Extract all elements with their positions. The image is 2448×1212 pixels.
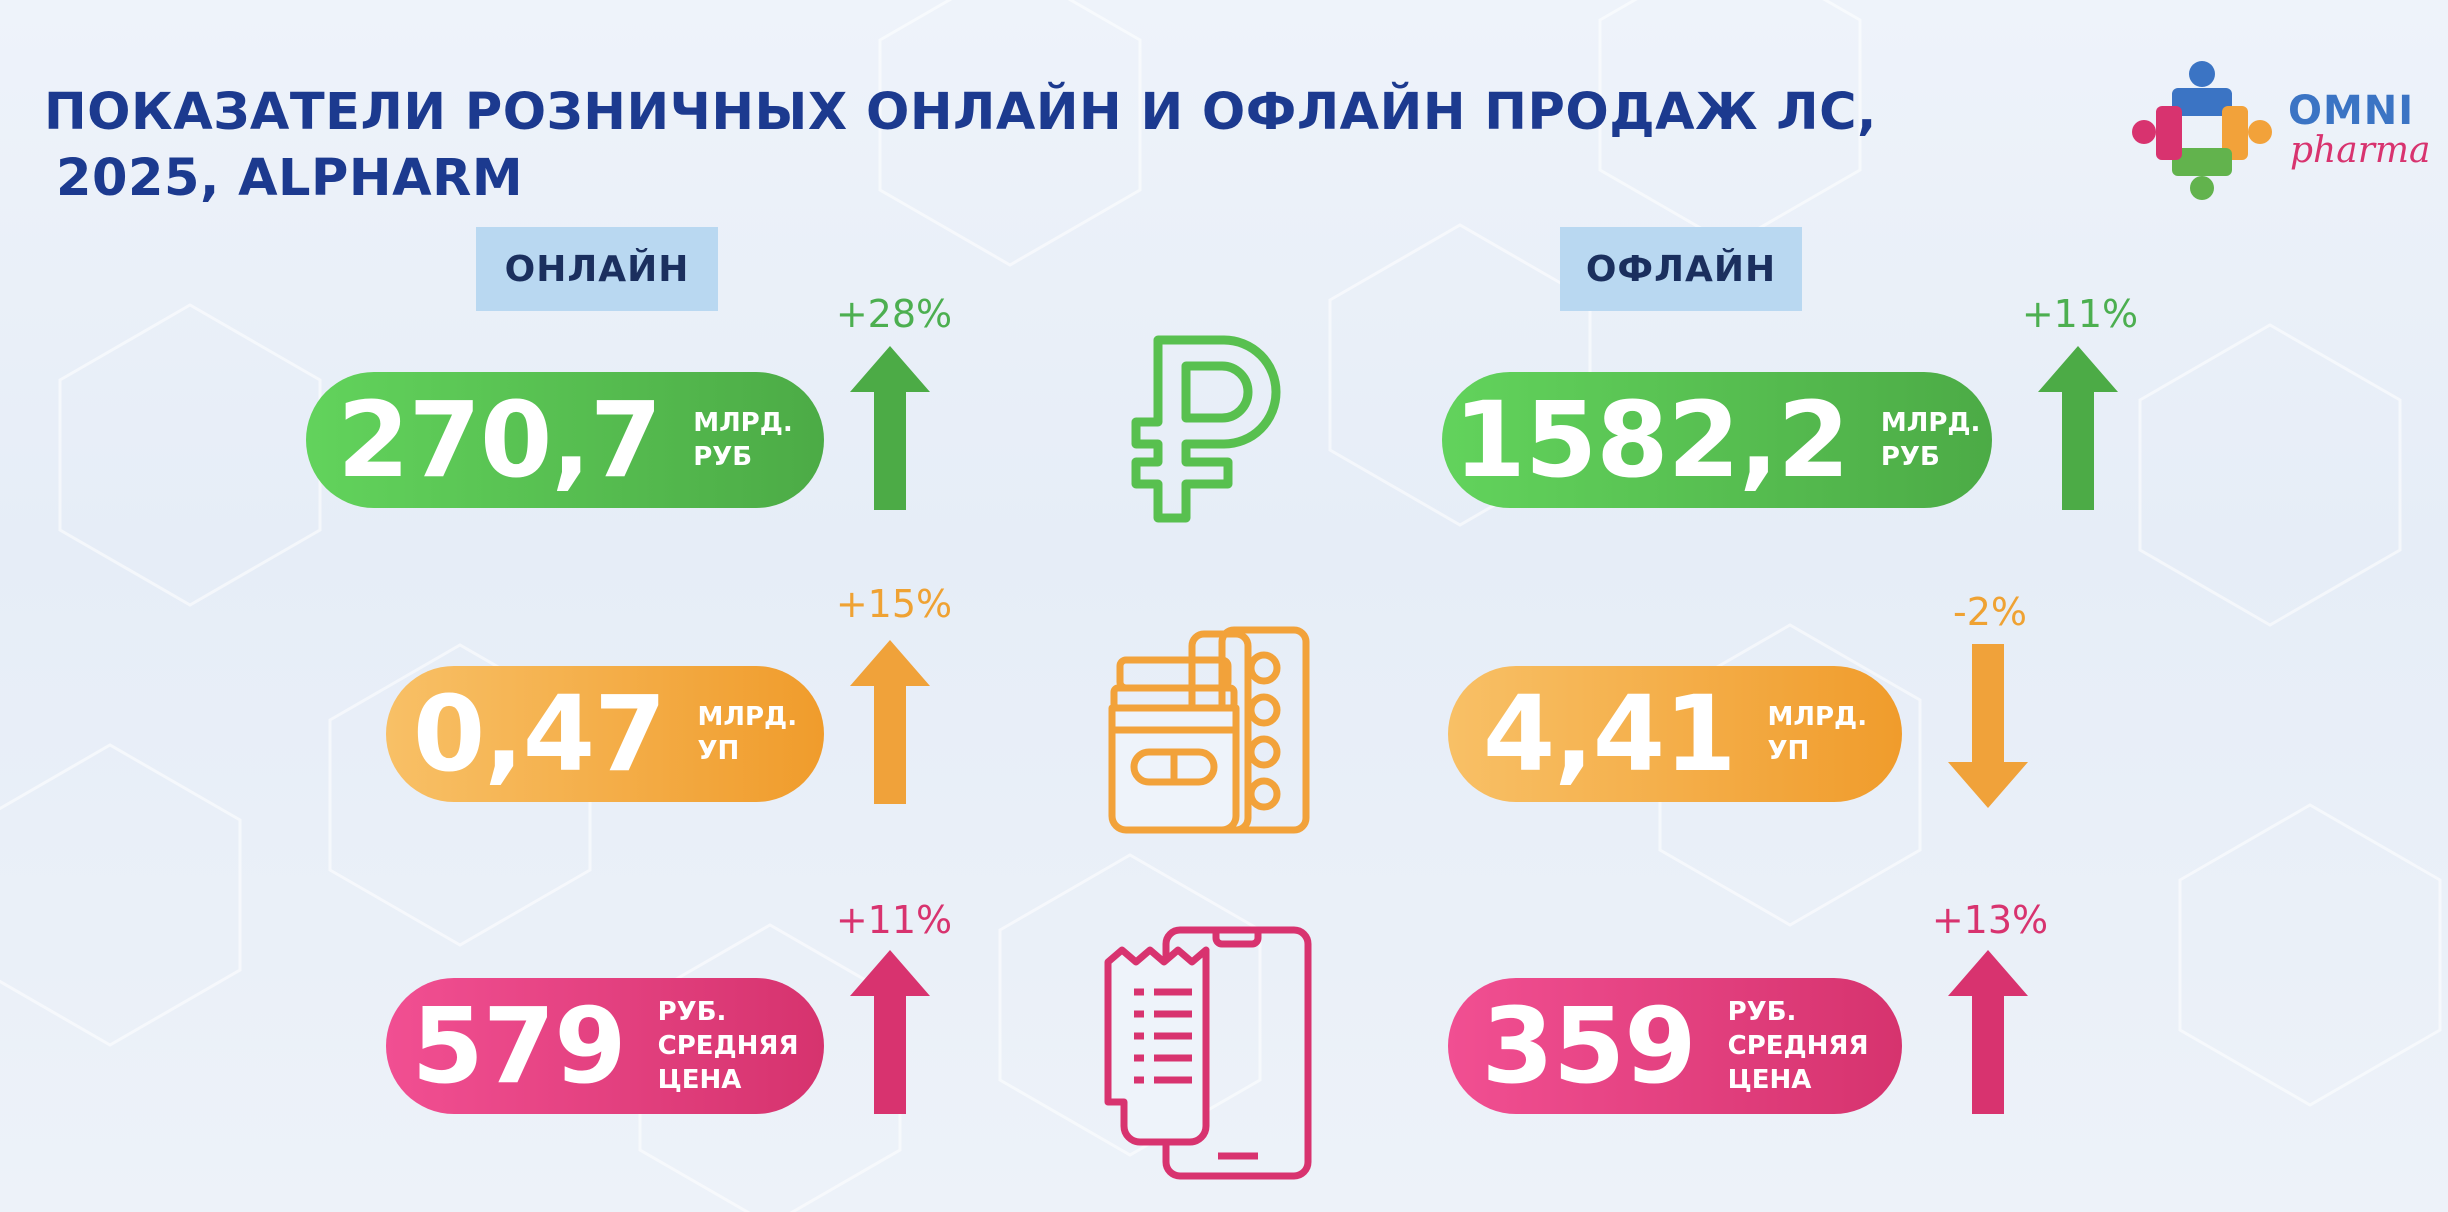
online-revenue-value: 270,7 [337,379,662,501]
offline-packs-pill: 4,41 МЛРД. УП [1448,666,1902,802]
online-revenue-unit-2: РУБ [693,442,753,472]
online-price-value: 579 [411,985,627,1107]
online-label: ОНЛАЙН [476,227,718,311]
ruble-icon [1131,335,1281,523]
offline-price-unit: РУБ. СРЕДНЯЯ ЦЕНА [1728,995,1869,1097]
offline-price-up-arrow-icon [1948,950,2028,1114]
online-revenue-up-arrow-icon [850,346,930,510]
logo-pharma-text: pharma [2290,130,2431,171]
phone-receipt-icon [1104,926,1312,1180]
offline-label: ОФЛАЙН [1560,227,1802,311]
offline-revenue-value: 1582,2 [1453,379,1850,501]
offline-price-value: 359 [1481,985,1697,1107]
offline-price-pill: 359 РУБ. СРЕДНЯЯ ЦЕНА [1448,978,1902,1114]
offline-packs-change: -2% [1953,590,2027,634]
offline-price-unit-3: ЦЕНА [1727,1065,1812,1095]
online-revenue-change: +28% [835,292,953,336]
offline-revenue-unit-2: РУБ [1880,442,1940,472]
offline-packs-value: 4,41 [1482,673,1737,795]
online-price-unit-3: ЦЕНА [657,1065,742,1095]
online-packs-unit: МЛРД. УП [698,700,798,768]
online-price-unit-2: СРЕДНЯЯ [657,1031,799,1061]
online-packs-unit-1: МЛРД. [697,702,798,732]
medicine-jar-blister-icon [1108,626,1310,834]
offline-revenue-unit: МЛРД. РУБ [1881,406,1981,474]
online-revenue-unit-1: МЛРД. [693,408,793,438]
offline-packs-unit-1: МЛРД. [1767,702,1868,732]
offline-revenue-pill: 1582,2 МЛРД. РУБ [1442,372,1992,508]
online-price-change: +11% [835,898,953,942]
logo-omni-text: OMNI [2288,88,2415,134]
online-packs-up-arrow-icon [850,640,930,804]
online-price-unit: РУБ. СРЕДНЯЯ ЦЕНА [658,995,799,1097]
offline-price-unit-2: СРЕДНЯЯ [1727,1031,1869,1061]
offline-packs-unit: МЛРД. УП [1768,700,1868,768]
offline-price-change: +13% [1931,898,2049,942]
online-revenue-unit: МЛРД. РУБ [693,406,793,474]
omni-pharma-logo-icon [2132,61,2272,200]
online-packs-unit-2: УП [697,736,740,766]
title-line-2: 2025, ALPHARM [56,149,524,208]
online-price-unit-1: РУБ. [657,997,727,1027]
offline-revenue-up-arrow-icon [2038,346,2118,510]
offline-revenue-unit-1: МЛРД. [1880,408,1981,438]
online-packs-pill: 0,47 МЛРД. УП [386,666,824,802]
online-packs-value: 0,47 [412,673,667,795]
offline-packs-down-arrow-icon [1948,644,2028,808]
offline-price-unit-1: РУБ. [1727,997,1797,1027]
title-line-1: ПОКАЗАТЕЛИ РОЗНИЧНЫХ ОНЛАЙН И ОФЛАЙН ПРО… [44,83,1877,142]
online-packs-change: +15% [835,582,953,626]
online-price-pill: 579 РУБ. СРЕДНЯЯ ЦЕНА [386,978,824,1114]
offline-revenue-change: +11% [2021,292,2139,336]
offline-packs-unit-2: УП [1767,736,1810,766]
online-price-up-arrow-icon [850,950,930,1114]
online-revenue-pill: 270,7 МЛРД. РУБ [306,372,824,508]
page-title: ПОКАЗАТЕЛИ РОЗНИЧНЫХ ОНЛАЙН И ОФЛАЙН ПРО… [44,80,1877,212]
